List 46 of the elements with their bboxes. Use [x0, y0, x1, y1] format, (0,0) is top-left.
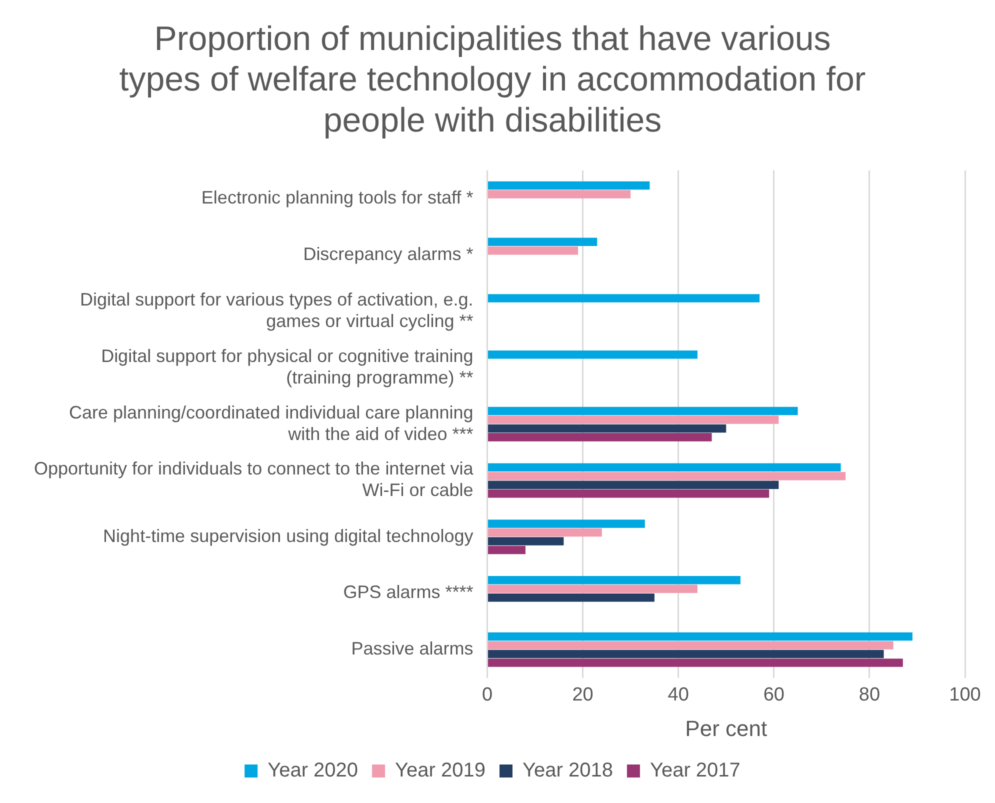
y-tick-label: Discrepancy alarms *	[303, 244, 474, 264]
bar	[488, 576, 740, 584]
legend-label: Year 2019	[395, 760, 486, 782]
bar	[488, 489, 770, 498]
y-tick-label: Electronic planning tools for staff *	[201, 188, 474, 208]
bar	[488, 546, 526, 554]
y-tick-label: Digital support for physical or cognitive training (training programme) **	[101, 346, 474, 388]
bar	[488, 472, 846, 480]
y-tick-label: Opportunity for individuals to connect to the internet via Wi-Fi or cable	[34, 458, 474, 500]
x-axis-title: Per cent	[685, 716, 768, 741]
bar	[488, 190, 631, 198]
bar	[488, 650, 884, 658]
legend-label: Year 2018	[522, 760, 613, 782]
bar	[488, 528, 602, 537]
bar	[488, 641, 894, 650]
x-tick-label: 100	[949, 684, 981, 706]
y-tick-label: Care planning/coordinated individual care planning with the aid of video ***	[68, 402, 474, 444]
bar	[488, 238, 598, 246]
y-tick-label: Digital support for various types of activation, e.g. games or virtual cycling **	[80, 290, 474, 332]
legend-label: Year 2017	[650, 760, 740, 782]
bar	[488, 537, 564, 546]
bar	[488, 658, 903, 667]
x-tick-label: 20	[572, 684, 594, 706]
bar	[488, 584, 698, 594]
bar	[488, 246, 578, 255]
bar	[488, 424, 726, 433]
x-tick-label: 40	[668, 684, 689, 706]
legend-label: Year 2020	[268, 760, 358, 782]
x-tick-label: 0	[482, 684, 493, 706]
bar	[488, 406, 798, 416]
bar	[488, 416, 779, 424]
y-tick-label: Night-time supervision using digital technology	[103, 526, 474, 546]
bar	[488, 294, 760, 302]
chart-title: Proportion of municipalities that have various types of welfare technology in accommodation for people with disabilities	[119, 20, 866, 140]
bar	[488, 632, 912, 641]
bar	[488, 520, 645, 528]
bar	[488, 480, 779, 489]
bar	[488, 350, 698, 359]
bar	[488, 593, 654, 602]
x-tick-label: 80	[858, 684, 880, 706]
y-tick-label: GPS alarms ****	[343, 582, 474, 602]
bar	[488, 463, 841, 472]
bar	[488, 433, 712, 442]
bar	[488, 181, 650, 190]
y-tick-label: Passive alarms	[351, 638, 474, 659]
x-tick-label: 60	[763, 684, 784, 706]
